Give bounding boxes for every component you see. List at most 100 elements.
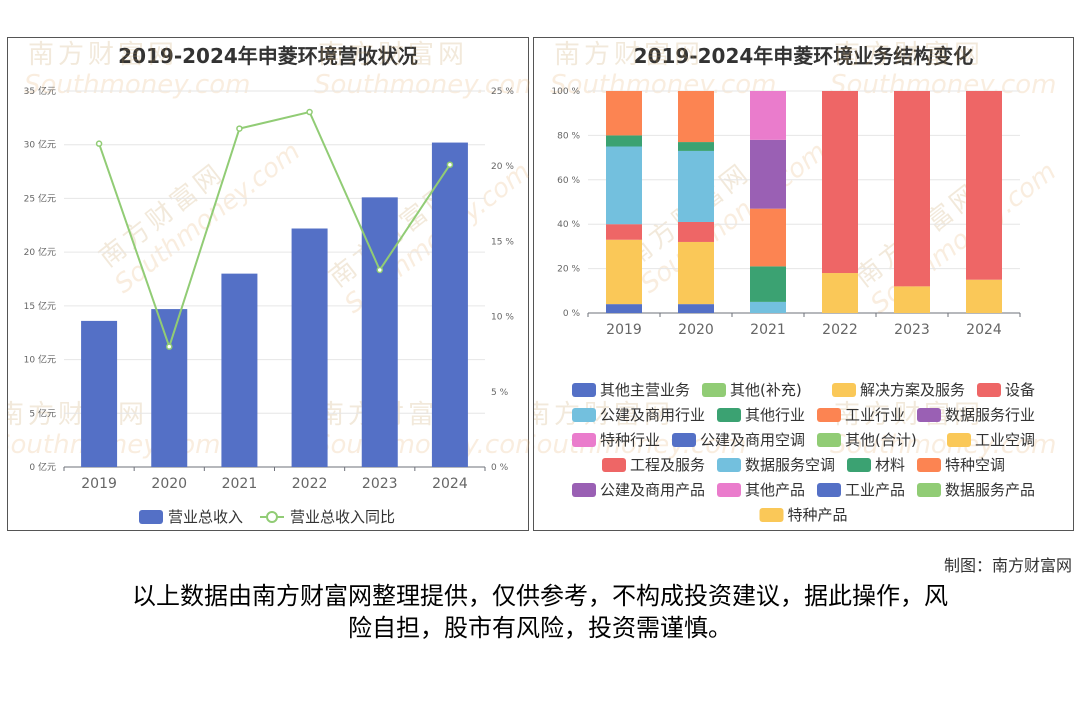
stacked-segment — [750, 301, 786, 313]
yoy-line — [98, 110, 451, 350]
stacked-segment — [606, 146, 642, 225]
structure-chart-panel: 2019-2024年申菱环境业务结构变化 南方财富网 Southmoney.com… — [533, 37, 1074, 531]
watermark-latin: Southmoney.com — [314, 430, 530, 460]
legend-swatch — [717, 483, 741, 497]
y-tick-label: 20 % — [557, 265, 580, 275]
yoy-point — [236, 125, 243, 132]
stacked-segment — [606, 91, 642, 136]
structure-chart-title: 2019-2024年申菱环境业务结构变化 — [633, 44, 974, 68]
x-tick-label: 2023 — [894, 322, 930, 338]
stacked-segment — [678, 150, 714, 222]
legend-swatch-revenue — [139, 510, 163, 524]
legend-label: 解决方案及服务 — [860, 381, 965, 399]
disclaimer-line-1: 以上数据由南方财富网整理提供，仅供参考，不构成投资建议，据此操作，风 — [132, 582, 948, 610]
y-tick-label: 60 % — [557, 176, 580, 186]
watermark-latin: Southmoney.com — [830, 430, 1056, 460]
y-tick-label: 0 % — [563, 309, 581, 319]
y-right-tick-label: 20 % — [491, 162, 514, 172]
legend-swatch — [602, 458, 626, 472]
x-tick-label: 2022 — [822, 322, 858, 338]
legend-swatch — [717, 408, 741, 422]
stacked-segment — [678, 91, 714, 143]
legend-swatch — [572, 433, 596, 447]
legend-label: 公建及商用行业 — [600, 406, 705, 424]
stacked-segment — [966, 91, 1002, 280]
stacked-segment — [678, 241, 714, 305]
legend-label: 数据服务产品 — [945, 481, 1035, 499]
legend-label: 其他(合计) — [845, 431, 917, 449]
x-tick-label: 2021 — [222, 476, 258, 492]
y-right-tick-label: 15 % — [491, 237, 514, 247]
stacked-segment — [894, 91, 930, 287]
revenue-legend: 营业总收入 营业总收入同比 — [139, 508, 395, 526]
legend-swatch — [572, 408, 596, 422]
y-left-tick-label: 35 亿元 — [24, 85, 56, 97]
yoy-point — [306, 108, 313, 116]
legend-label: 特种空调 — [945, 456, 1005, 474]
legend-swatch — [717, 458, 741, 472]
legend-label-yoy: 营业总收入同比 — [290, 508, 395, 526]
legend-swatch — [917, 483, 941, 497]
y-right-tick-label: 5 % — [491, 388, 509, 398]
stacked-segment — [750, 208, 786, 267]
stacked-segment — [822, 91, 858, 274]
y-right-tick-label: 10 % — [491, 313, 514, 323]
legend-label: 特种行业 — [600, 431, 660, 449]
legend-label: 公建及商用空调 — [700, 431, 805, 449]
legend-label: 工程及服务 — [630, 456, 705, 474]
legend-label: 其他产品 — [745, 481, 805, 499]
y-left-tick-label: 30 亿元 — [24, 139, 56, 151]
stacked-segment — [606, 135, 642, 147]
legend-swatch — [817, 433, 841, 447]
legend-swatch — [977, 383, 1001, 397]
y-right-tick-label: 0 % — [491, 463, 509, 473]
y-left-tick-label: 25 亿元 — [24, 192, 56, 204]
revenue-bar — [361, 197, 398, 467]
watermark-brand: 南方财富网 — [318, 40, 468, 70]
watermark-latin: Southmoney.com — [550, 70, 776, 100]
x-tick-label: 2024 — [432, 476, 468, 492]
x-tick-label: 2023 — [362, 476, 398, 492]
yoy-point — [376, 266, 383, 274]
stacked-segment — [606, 304, 642, 313]
legend-swatch — [817, 483, 841, 497]
revenue-bar — [291, 228, 328, 467]
legend-label: 公建及商用产品 — [600, 481, 705, 499]
legend-label: 数据服务空调 — [745, 456, 835, 474]
revenue-chart-svg: 南方财富网Southmoney.com南方财富网Southmoney.com南方… — [8, 40, 530, 526]
watermark-brand: 南方财富网 — [534, 400, 674, 430]
y-left-tick-label: 20 亿元 — [24, 246, 56, 258]
y-right-tick-label: 25 % — [491, 87, 514, 97]
x-tick-label: 2019 — [81, 476, 117, 492]
disclaimer: 以上数据由南方财富网整理提供，仅供参考，不构成投资建议，据此操作，风 险自担，股… — [60, 580, 1020, 644]
y-tick-label: 100 % — [551, 87, 580, 97]
revenue-bar — [81, 320, 118, 467]
watermark-brand: 南方财富网 — [834, 40, 984, 70]
yoy-point — [166, 343, 173, 350]
legend-label: 特种产品 — [788, 506, 848, 524]
stacked-segment — [750, 91, 786, 140]
y-left-tick-label: 15 亿元 — [24, 300, 56, 312]
stacked-segment — [822, 273, 858, 313]
watermark-latin: Southmoney.com — [24, 70, 250, 100]
legend-label-revenue: 营业总收入 — [168, 508, 243, 526]
stacked-segment — [750, 266, 786, 302]
watermark-brand: 南方财富网 — [834, 400, 984, 430]
watermark-brand: 南方财富网 — [8, 400, 148, 430]
watermark-latin: Southmoney.com — [314, 70, 530, 100]
legend-swatch — [672, 433, 696, 447]
legend-swatch — [917, 408, 941, 422]
revenue-bar — [221, 273, 258, 467]
watermark-latin: Southmoney.com — [534, 430, 746, 460]
legend-swatch-yoy-marker — [266, 511, 278, 523]
legend-label: 工业产品 — [845, 481, 905, 499]
x-tick-label: 2020 — [678, 322, 714, 338]
